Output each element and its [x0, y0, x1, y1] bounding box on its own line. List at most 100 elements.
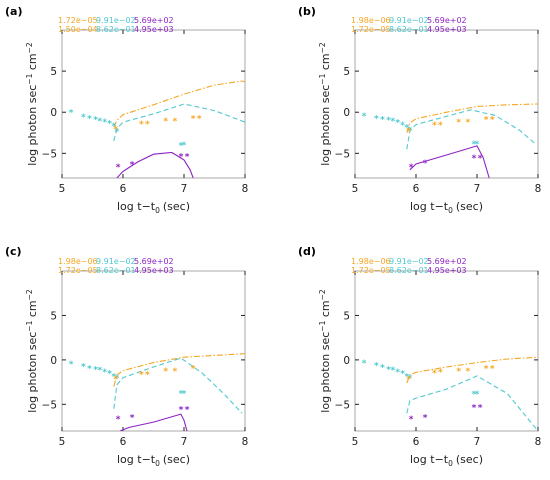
- legend-entry: 5.69e+02: [134, 257, 174, 266]
- data-point: *: [404, 372, 409, 382]
- legend-entry: 4.95e+03: [427, 25, 467, 34]
- data-point: *: [362, 359, 367, 369]
- y-axis-label-main: log photon sec: [319, 85, 332, 166]
- data-point: *: [179, 142, 184, 152]
- legend-entry: 1.72e−05: [351, 25, 391, 34]
- data-point: *: [484, 364, 489, 374]
- data-point: *: [409, 163, 414, 173]
- legend-entry: 5.69e+02: [427, 16, 467, 25]
- x-tick-label: 8: [535, 183, 542, 195]
- x-axis-label-base: log t−t: [410, 200, 449, 213]
- data-point: *: [400, 370, 405, 380]
- data-point: *: [423, 413, 428, 423]
- data-point: *: [395, 119, 400, 129]
- series-line: [113, 80, 245, 128]
- series-line: [406, 109, 536, 150]
- data-point: *: [179, 405, 184, 415]
- data-point: *: [390, 117, 395, 127]
- data-point: *: [432, 121, 437, 131]
- legend-entry: 9.91e−02: [389, 16, 429, 25]
- y-tick-label: −5: [42, 399, 57, 411]
- x-axis-label: log t−t0 (sec): [410, 453, 483, 468]
- x-tick-label: 5: [59, 436, 66, 448]
- legend-entry: 9.91e−02: [389, 257, 429, 266]
- y-tick-label: 5: [343, 66, 350, 78]
- legend-entry: 8.62e−01: [96, 266, 136, 275]
- data-point: *: [484, 115, 489, 125]
- legend-entry: 5.69e+02: [427, 257, 467, 266]
- data-point: *: [172, 117, 177, 127]
- x-axis-label-base: log t−t: [117, 453, 156, 466]
- data-point: *: [490, 364, 495, 374]
- legend-entry: 1.72e−05: [58, 16, 98, 25]
- x-tick-label: 6: [413, 183, 420, 195]
- series-line: [113, 357, 243, 414]
- data-point: *: [102, 118, 107, 128]
- data-point: *: [478, 404, 483, 414]
- plot-frame: [354, 29, 539, 179]
- data-point: *: [191, 364, 196, 374]
- data-point: *: [107, 370, 112, 380]
- series-line: [119, 413, 188, 431]
- y-axis-label-main: log photon sec: [26, 85, 39, 166]
- legend-entry: 4.95e+03: [427, 266, 467, 275]
- data-point: *: [130, 413, 135, 423]
- data-point: *: [456, 118, 461, 128]
- x-axis-label: log t−t0 (sec): [410, 200, 483, 215]
- data-point: *: [139, 120, 144, 130]
- series-line: [113, 103, 245, 142]
- legend-entry: 5.69e+02: [134, 16, 174, 25]
- y-axis-label-mid: cm: [26, 300, 39, 320]
- data-point: *: [408, 126, 413, 136]
- legend-entry: 1.72e−05: [58, 266, 98, 275]
- x-axis-label: log t−t0 (sec): [117, 453, 190, 468]
- data-point: *: [93, 115, 98, 125]
- legend-entry: 4.95e+03: [134, 266, 174, 275]
- series-line: [406, 356, 538, 384]
- x-tick-label: 6: [120, 183, 127, 195]
- panel-label: (d): [298, 245, 316, 258]
- y-tick-label: −5: [335, 399, 350, 411]
- y-axis-label-mid: cm: [319, 300, 332, 320]
- legend-entry: 1.50e−04: [58, 25, 98, 34]
- data-point: *: [408, 374, 413, 384]
- series-line: [113, 353, 245, 387]
- data-point: *: [102, 368, 107, 378]
- data-point: *: [197, 114, 202, 124]
- y-tick-label: 5: [50, 310, 57, 322]
- x-axis-label-unit: (sec): [456, 200, 483, 213]
- y-axis-label-mid: cm: [26, 53, 39, 73]
- data-point: *: [475, 390, 480, 400]
- data-point: *: [97, 366, 102, 376]
- x-axis-label-unit: (sec): [163, 200, 190, 213]
- data-point: *: [465, 367, 470, 377]
- y-tick-label: −5: [42, 148, 57, 160]
- y-axis-label-sup2: −2: [25, 289, 34, 300]
- data-point: *: [374, 362, 379, 372]
- data-point: *: [182, 389, 187, 399]
- panel-label: (a): [5, 5, 22, 18]
- y-axis-label: log photon sec−1 cm−2: [318, 42, 332, 166]
- y-axis-label-sup1: −1: [318, 320, 327, 331]
- data-point: *: [111, 122, 116, 132]
- data-point: *: [406, 375, 411, 385]
- data-point: *: [87, 114, 92, 124]
- data-point: *: [406, 127, 411, 137]
- x-axis-label-base: log t−t: [117, 200, 156, 213]
- y-axis-label-sup1: −1: [25, 320, 34, 331]
- legend-entry: 8.62e−01: [389, 25, 429, 34]
- y-tick-label: 0: [50, 107, 57, 119]
- data-point: *: [172, 367, 177, 377]
- y-axis-label: log photon sec−1 cm−2: [25, 42, 39, 166]
- y-axis-label-sup1: −1: [318, 73, 327, 84]
- legend-entry: 1.98e−06: [351, 257, 391, 266]
- series-line: [409, 145, 490, 178]
- data-point: *: [93, 365, 98, 375]
- data-point: *: [472, 154, 477, 164]
- data-point: *: [111, 372, 116, 382]
- data-point: *: [438, 368, 443, 378]
- series-line: [406, 103, 538, 133]
- x-axis-label-unit: (sec): [456, 453, 483, 466]
